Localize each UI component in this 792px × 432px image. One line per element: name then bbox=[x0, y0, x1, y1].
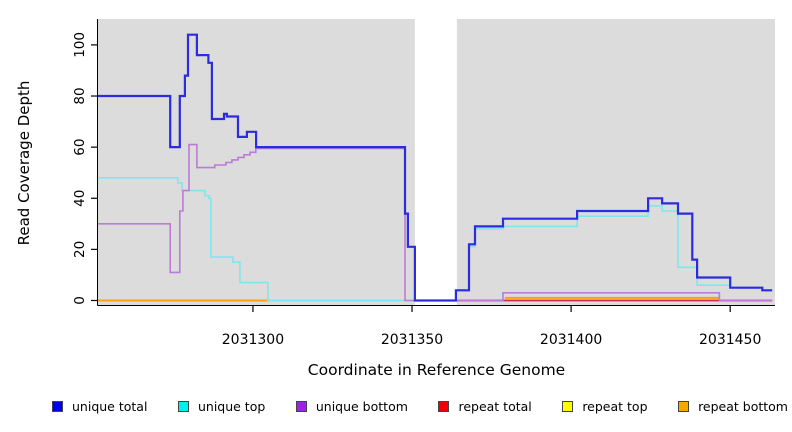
legend-item-unique-total: unique total bbox=[52, 399, 147, 414]
repeat-bottom-swatch-icon bbox=[678, 401, 690, 412]
y-axis-title: Read Coverage Depth bbox=[15, 80, 33, 246]
legend: unique total unique top unique bottom re… bbox=[52, 399, 788, 414]
legend-label: unique total bbox=[72, 399, 148, 414]
legend-label: repeat total bbox=[458, 399, 532, 414]
x-tick-label: 2031450 bbox=[699, 332, 761, 348]
legend-label: unique bottom bbox=[315, 399, 408, 414]
legend-item-unique-bottom: unique bottom bbox=[295, 399, 408, 414]
y-tick-label: 20 bbox=[72, 241, 88, 258]
y-tick-label: 40 bbox=[72, 190, 88, 207]
x-tick-label: 2031350 bbox=[381, 332, 443, 348]
repeat-total-swatch-icon bbox=[438, 401, 450, 412]
series-line-unique-bottom bbox=[98, 143, 773, 302]
repeat-top-swatch-icon bbox=[562, 401, 574, 412]
unique-total-swatch-icon bbox=[52, 401, 63, 412]
legend-item-repeat-bottom: repeat bottom bbox=[678, 399, 788, 414]
y-tick-label: 60 bbox=[72, 139, 88, 156]
y-tick-label: 0 bbox=[72, 296, 88, 305]
legend-item-repeat-total: repeat total bbox=[438, 399, 532, 414]
unique-top-swatch-icon bbox=[177, 401, 189, 412]
series-line-unique-total bbox=[98, 33, 773, 302]
legend-label: repeat bottom bbox=[698, 399, 788, 414]
legend-label: repeat top bbox=[582, 399, 648, 414]
legend-item-unique-top: unique top bbox=[177, 399, 266, 414]
coverage-gap-region bbox=[414, 19, 457, 305]
unique-bottom-swatch-icon bbox=[295, 401, 307, 412]
y-tick-label: 80 bbox=[72, 87, 88, 104]
x-tick-label: 2031400 bbox=[540, 332, 602, 348]
x-axis-title: Coordinate in Reference Genome bbox=[307, 361, 566, 379]
y-tick-label: 100 bbox=[72, 32, 88, 58]
x-tick-label: 2031300 bbox=[222, 332, 284, 348]
legend-label: unique top bbox=[197, 399, 266, 414]
legend-item-repeat-top: repeat top bbox=[562, 399, 648, 414]
